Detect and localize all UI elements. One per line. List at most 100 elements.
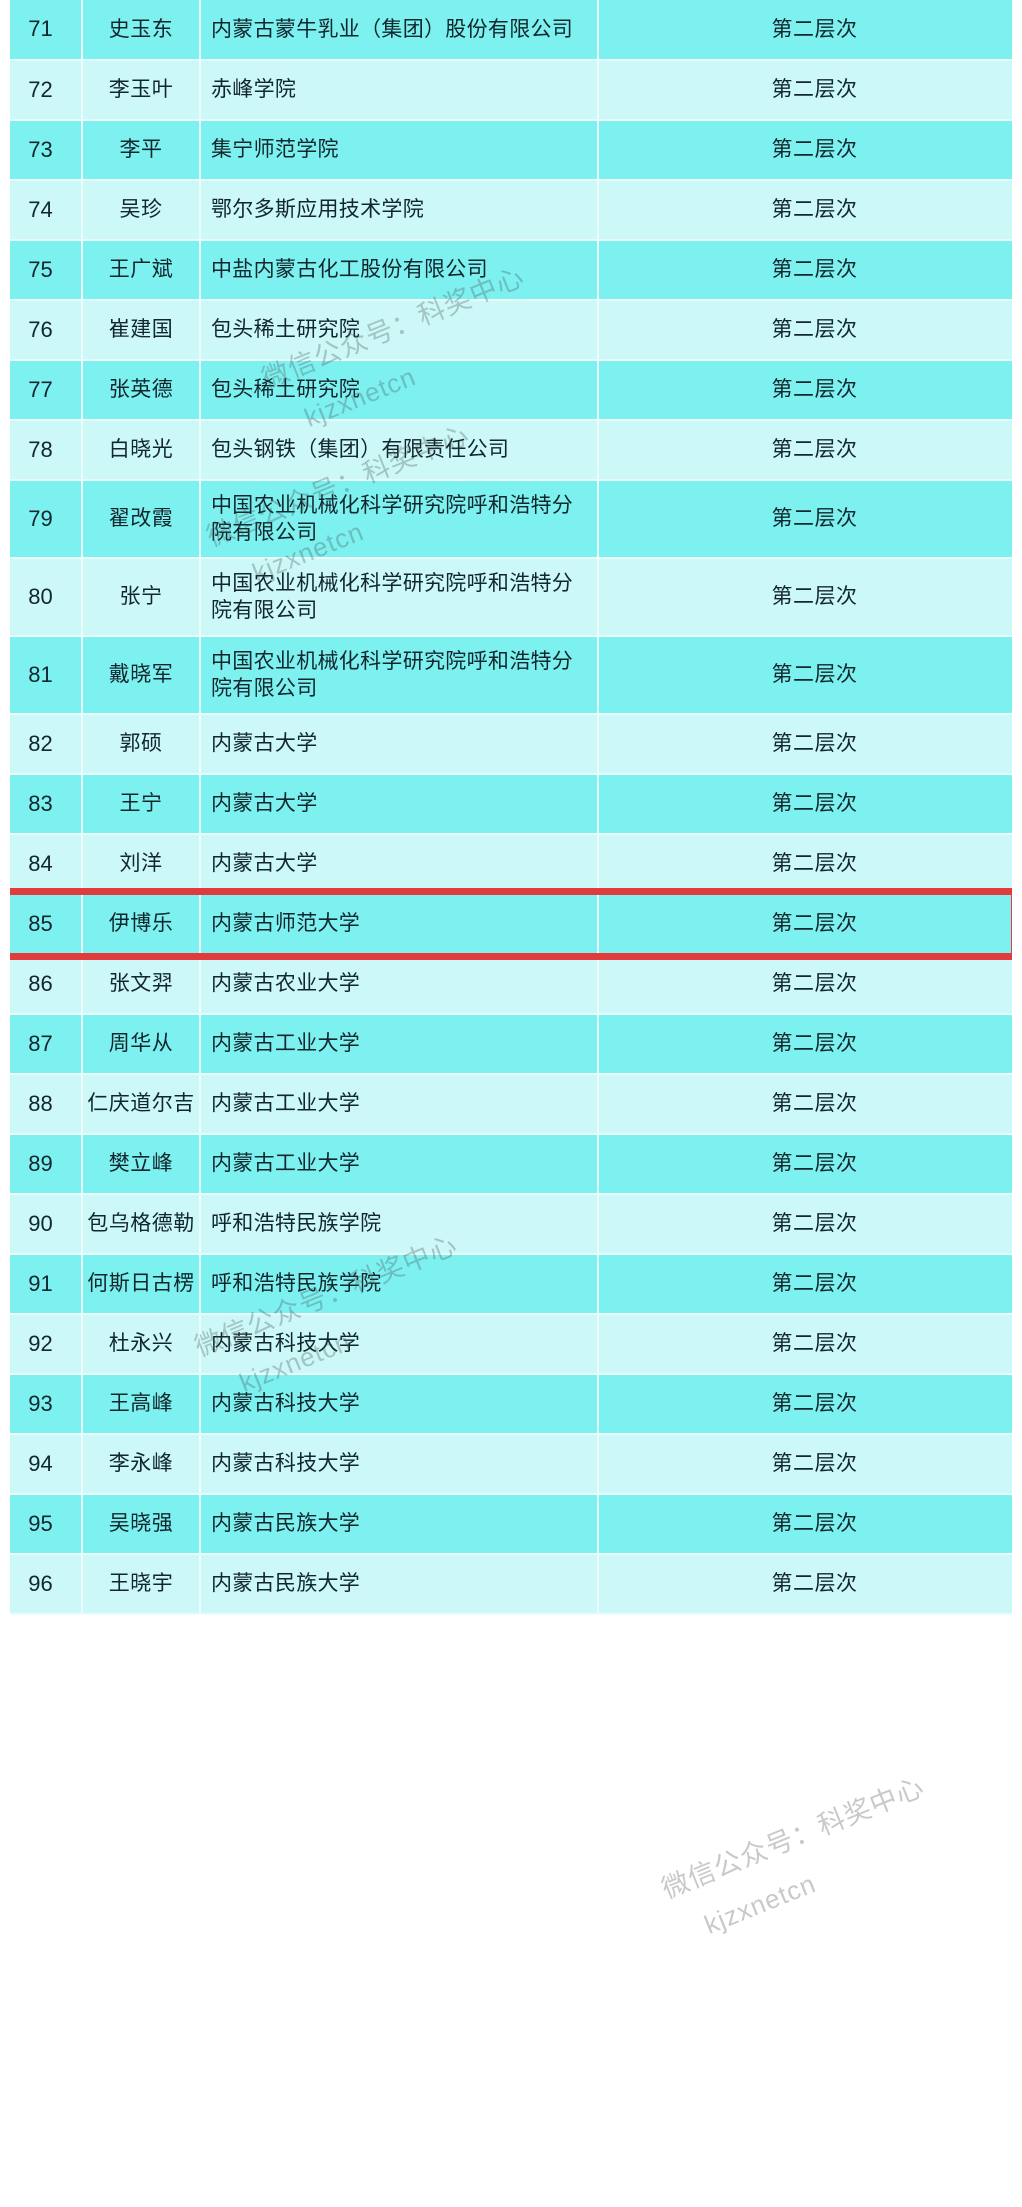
cell-person-name: 王高峰 — [82, 1374, 201, 1435]
cell-row-number: 74 — [0, 180, 83, 241]
cell-tier-label: 第二层次 — [598, 834, 1022, 895]
cell-row-number: 93 — [0, 1374, 83, 1435]
cell-organization: 内蒙古民族大学 — [200, 1494, 599, 1555]
cell-person-name: 张英德 — [82, 360, 201, 421]
cell-person-name: 李平 — [82, 120, 201, 181]
table-row: 80 张宁 中国农业机械化科学研究院呼和浩特分院有限公司 第二层次 — [0, 558, 1022, 637]
cell-organization: 呼和浩特民族学院 — [200, 1254, 599, 1315]
cell-tier-label: 第二层次 — [598, 1074, 1022, 1135]
cell-organization: 内蒙古工业大学 — [200, 1134, 599, 1195]
cell-row-number: 89 — [0, 1134, 83, 1195]
cell-tier-label: 第二层次 — [598, 1314, 1022, 1375]
cell-tier-label: 第二层次 — [598, 558, 1022, 637]
cell-tier-label: 第二层次 — [598, 1494, 1022, 1555]
cell-organization: 中国农业机械化科学研究院呼和浩特分院有限公司 — [200, 558, 599, 637]
cell-organization: 呼和浩特民族学院 — [200, 1194, 599, 1255]
cell-tier-label: 第二层次 — [598, 420, 1022, 481]
table-row-highlighted: 85 伊博乐 内蒙古师范大学 第二层次 — [0, 894, 1022, 955]
table-row: 78 白晓光 包头钢铁（集团）有限责任公司 第二层次 — [0, 420, 1022, 481]
table-row: 83 王宁 内蒙古大学 第二层次 — [0, 774, 1022, 835]
page-gutter-right — [1012, 0, 1022, 2207]
cell-person-name: 李玉叶 — [82, 60, 201, 121]
cell-organization: 内蒙古科技大学 — [200, 1434, 599, 1495]
table-row: 82 郭硕 内蒙古大学 第二层次 — [0, 714, 1022, 775]
cell-organization: 内蒙古大学 — [200, 714, 599, 775]
cell-row-number: 84 — [0, 834, 83, 895]
table-row: 73 李平 集宁师范学院 第二层次 — [0, 120, 1022, 181]
table-row: 89 樊立峰 内蒙古工业大学 第二层次 — [0, 1134, 1022, 1195]
cell-organization: 包头钢铁（集团）有限责任公司 — [200, 420, 599, 481]
cell-organization: 内蒙古师范大学 — [200, 894, 599, 955]
cell-person-name: 包乌格德勒 — [82, 1194, 201, 1255]
cell-row-number: 96 — [0, 1554, 83, 1615]
cell-row-number: 79 — [0, 480, 83, 559]
cell-person-name: 吴珍 — [82, 180, 201, 241]
page-gutter-left — [0, 0, 10, 2207]
cell-organization: 中国农业机械化科学研究院呼和浩特分院有限公司 — [200, 480, 599, 559]
cell-row-number: 71 — [0, 0, 83, 61]
cell-tier-label: 第二层次 — [598, 1014, 1022, 1075]
cell-organization: 内蒙古科技大学 — [200, 1374, 599, 1435]
cell-tier-label: 第二层次 — [598, 360, 1022, 421]
cell-row-number: 95 — [0, 1494, 83, 1555]
cell-person-name: 翟改霞 — [82, 480, 201, 559]
cell-person-name: 戴晓军 — [82, 636, 201, 715]
table-row: 87 周华从 内蒙古工业大学 第二层次 — [0, 1014, 1022, 1075]
cell-row-number: 85 — [0, 894, 83, 955]
table-row: 79 翟改霞 中国农业机械化科学研究院呼和浩特分院有限公司 第二层次 — [0, 480, 1022, 559]
table-row: 72 李玉叶 赤峰学院 第二层次 — [0, 60, 1022, 121]
cell-tier-label: 第二层次 — [598, 120, 1022, 181]
cell-row-number: 88 — [0, 1074, 83, 1135]
table-row: 74 吴珍 鄂尔多斯应用技术学院 第二层次 — [0, 180, 1022, 241]
cell-row-number: 91 — [0, 1254, 83, 1315]
table-row: 92 杜永兴 内蒙古科技大学 第二层次 — [0, 1314, 1022, 1375]
roster-table: 71 史玉东 内蒙古蒙牛乳业（集团）股份有限公司 第二层次 72 李玉叶 赤峰学院 第二层次 7… — [0, 0, 1022, 1615]
cell-row-number: 94 — [0, 1434, 83, 1495]
table-row: 91 何斯日古楞 呼和浩特民族学院 第二层次 — [0, 1254, 1022, 1315]
cell-organization: 内蒙古蒙牛乳业（集团）股份有限公司 — [200, 0, 599, 61]
cell-organization: 鄂尔多斯应用技术学院 — [200, 180, 599, 241]
cell-person-name: 何斯日古楞 — [82, 1254, 201, 1315]
cell-person-name: 仁庆道尔吉 — [82, 1074, 201, 1135]
cell-organization: 包头稀土研究院 — [200, 360, 599, 421]
cell-tier-label: 第二层次 — [598, 894, 1022, 955]
cell-row-number: 81 — [0, 636, 83, 715]
cell-tier-label: 第二层次 — [598, 300, 1022, 361]
cell-row-number: 73 — [0, 120, 83, 181]
cell-person-name: 王晓宇 — [82, 1554, 201, 1615]
table-row: 84 刘洋 内蒙古大学 第二层次 — [0, 834, 1022, 895]
cell-person-name: 刘洋 — [82, 834, 201, 895]
watermark-text: 微信公众号：科奖中心 — [657, 1771, 929, 1905]
table-row: 93 王高峰 内蒙古科技大学 第二层次 — [0, 1374, 1022, 1435]
cell-person-name: 史玉东 — [82, 0, 201, 61]
cell-organization: 内蒙古工业大学 — [200, 1074, 599, 1135]
cell-row-number: 82 — [0, 714, 83, 775]
table-row: 95 吴晓强 内蒙古民族大学 第二层次 — [0, 1494, 1022, 1555]
cell-row-number: 86 — [0, 954, 83, 1015]
table-row: 86 张文羿 内蒙古农业大学 第二层次 — [0, 954, 1022, 1015]
cell-person-name: 张文羿 — [82, 954, 201, 1015]
cell-person-name: 李永峰 — [82, 1434, 201, 1495]
cell-row-number: 78 — [0, 420, 83, 481]
table-row: 76 崔建国 包头稀土研究院 第二层次 — [0, 300, 1022, 361]
cell-person-name: 郭硕 — [82, 714, 201, 775]
cell-tier-label: 第二层次 — [598, 480, 1022, 559]
cell-row-number: 90 — [0, 1194, 83, 1255]
cell-row-number: 72 — [0, 60, 83, 121]
cell-tier-label: 第二层次 — [598, 636, 1022, 715]
table-row: 77 张英德 包头稀土研究院 第二层次 — [0, 360, 1022, 421]
cell-row-number: 87 — [0, 1014, 83, 1075]
cell-tier-label: 第二层次 — [598, 1554, 1022, 1615]
cell-tier-label: 第二层次 — [598, 1194, 1022, 1255]
cell-organization: 集宁师范学院 — [200, 120, 599, 181]
cell-tier-label: 第二层次 — [598, 0, 1022, 61]
cell-row-number: 83 — [0, 774, 83, 835]
cell-tier-label: 第二层次 — [598, 1134, 1022, 1195]
cell-row-number: 92 — [0, 1314, 83, 1375]
cell-person-name: 周华从 — [82, 1014, 201, 1075]
cell-tier-label: 第二层次 — [598, 774, 1022, 835]
table-row: 96 王晓宇 内蒙古民族大学 第二层次 — [0, 1554, 1022, 1615]
cell-person-name: 崔建国 — [82, 300, 201, 361]
table-row: 75 王广斌 中盐内蒙古化工股份有限公司 第二层次 — [0, 240, 1022, 301]
cell-organization: 中国农业机械化科学研究院呼和浩特分院有限公司 — [200, 636, 599, 715]
